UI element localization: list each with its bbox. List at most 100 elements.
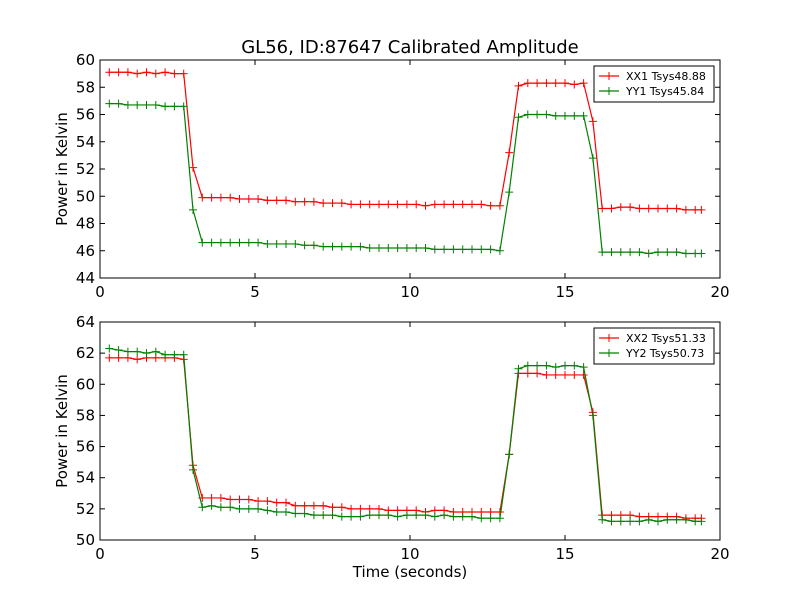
top-series-2-point [123, 100, 132, 109]
top-legend: XX1 Tsys48.88 YY1 Tsys45.84 [593, 65, 715, 103]
bottom-series-1-point [319, 501, 328, 510]
top-series-2-point [561, 111, 569, 120]
top-series-1-point [365, 200, 374, 209]
bottom-series-2-point [533, 361, 542, 370]
top-legend-marker-2 [605, 87, 613, 95]
top-series-1-point [384, 200, 393, 209]
top-y-tick-label: 48 [76, 215, 95, 233]
top-series-2-point [598, 248, 607, 257]
bottom-x-tick-label: 0 [95, 545, 105, 563]
top-series-2-point [272, 239, 281, 248]
bottom-series-1-point [579, 370, 588, 379]
bottom-legend-label-1: XX2 Tsys51.33 [626, 332, 706, 345]
bottom-legend: XX2 Tsys51.33 YY2 Tsys50.73 [593, 327, 715, 365]
bottom-series-1-point [347, 504, 356, 513]
top-x-tick-label: 15 [555, 283, 574, 301]
top-legend-label-1: XX1 Tsys48.88 [626, 70, 706, 83]
bottom-legend-label-2: YY2 Tsys50.73 [625, 347, 704, 360]
top-series-1-point [356, 200, 365, 209]
top-series-2-point [347, 242, 356, 251]
top-y-tick-label: 58 [76, 78, 95, 96]
bottom-series-2-point [430, 512, 439, 521]
bottom-series-2-point [412, 511, 421, 520]
top-series-2-point [477, 245, 486, 254]
bottom-series-1-point [561, 370, 569, 379]
bottom-series-2-point [495, 514, 504, 523]
top-series-2-point [505, 188, 514, 197]
bottom-series-2-point [672, 515, 681, 524]
top-series-1-point [430, 200, 439, 209]
top-y-tick-label: 52 [76, 160, 95, 178]
bottom-series-1-point [282, 498, 290, 507]
top-series-1-point [402, 200, 411, 209]
top-series-1-point [542, 79, 551, 88]
bottom-series-2-point [151, 347, 160, 356]
top-series-2-point [533, 110, 542, 119]
top-series-2-point [337, 242, 346, 251]
top-series-2-point [300, 241, 309, 250]
top-series-1-point [514, 81, 523, 90]
top-series-2-point [430, 245, 439, 254]
top-series-2-point [384, 244, 393, 253]
bottom-series-1-point [114, 353, 123, 362]
bottom-series-1-point [254, 497, 263, 506]
bottom-series-2-point [626, 517, 635, 526]
top-y-tick-label: 54 [76, 133, 95, 151]
bottom-series-2-point [216, 503, 225, 512]
bottom-series-2-point [179, 350, 188, 359]
top-series-2-point [663, 248, 672, 257]
bottom-series-2-point [570, 361, 579, 370]
top-series-1-point [254, 194, 263, 203]
bottom-series-2-point [347, 512, 356, 521]
bottom-series-2-point [607, 517, 616, 526]
top-legend-label-2: YY1 Tsys45.84 [625, 85, 704, 98]
top-series-2-point [542, 110, 551, 119]
top-series-1-point [272, 196, 281, 205]
bottom-series-2-point [207, 501, 216, 510]
bottom-series-1-point [328, 503, 337, 512]
top-series-2-point [170, 102, 179, 111]
top-series-1-point [477, 200, 486, 209]
top-y-tick-label: 60 [76, 51, 95, 69]
bottom-series-2-point [282, 507, 290, 516]
bottom-series-1-point [272, 498, 281, 507]
bottom-series-1-point [244, 495, 253, 504]
bottom-series-2-point [579, 363, 588, 372]
x-axis-label: Time (seconds) [352, 563, 468, 581]
bottom-series-2-point [384, 511, 393, 520]
top-series-2-point [198, 238, 207, 247]
top-y-tick-label: 44 [76, 269, 95, 287]
bottom-series-1-point [337, 503, 346, 512]
bottom-series-1-point [226, 495, 235, 504]
bottom-series-2-point [198, 503, 207, 512]
top-series-1-point [282, 196, 290, 205]
bottom-y-tick-label: 60 [76, 375, 95, 393]
top-series-2-point [216, 238, 225, 247]
bottom-series-2-point [644, 515, 653, 524]
top-series-2-point [263, 239, 272, 248]
top-series-1-point [142, 68, 151, 77]
top-series-2-point [375, 244, 383, 253]
bottom-legend-box [593, 327, 715, 365]
top-series-1-point [244, 194, 253, 203]
top-series-1-point [579, 79, 588, 88]
top-series-2-point [588, 154, 597, 163]
top-series-1-point [697, 205, 706, 214]
bottom-series-2-point [309, 511, 318, 520]
figure-title: GL56, ID:87647 Calibrated Amplitude [241, 37, 579, 58]
bottom-series-2-point [393, 512, 402, 521]
top-y-tick-label: 56 [76, 106, 95, 124]
bottom-series-2-point [486, 514, 495, 523]
top-series-2-point [235, 238, 244, 247]
top-series-1-point [151, 69, 160, 78]
top-series-1-point [235, 194, 244, 203]
bottom-series-1-point [263, 497, 272, 506]
bottom-series-2-point [114, 346, 123, 355]
bottom-series-2-point [654, 517, 662, 526]
top-series-2-point [635, 248, 644, 257]
bottom-y-tick-label: 62 [76, 344, 95, 362]
bottom-series-1-point [533, 369, 542, 378]
top-series-1-point [607, 204, 616, 213]
top-series-2-point [579, 111, 588, 120]
top-series-1-point [133, 69, 142, 78]
